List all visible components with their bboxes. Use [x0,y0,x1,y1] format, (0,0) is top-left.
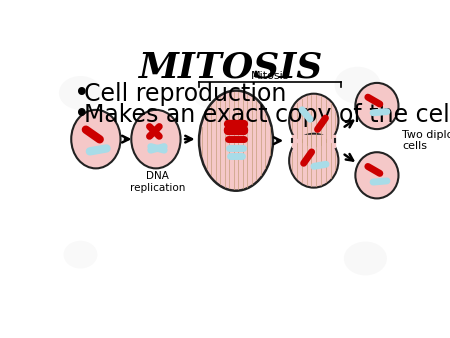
Ellipse shape [289,134,338,188]
Ellipse shape [63,241,97,268]
Text: •: • [74,102,90,128]
Ellipse shape [289,94,338,148]
Ellipse shape [199,91,273,191]
Ellipse shape [59,76,102,110]
Text: Cell reproduction: Cell reproduction [84,82,286,106]
Ellipse shape [344,242,387,275]
Ellipse shape [356,83,399,129]
Text: Mitosis: Mitosis [251,71,289,80]
Ellipse shape [131,110,180,168]
Ellipse shape [334,67,381,104]
Text: Two diploid
cells: Two diploid cells [402,130,450,151]
Ellipse shape [71,110,121,168]
Text: •: • [74,81,90,107]
Text: MITOSIS: MITOSIS [139,51,323,84]
Ellipse shape [356,152,399,198]
Ellipse shape [192,77,230,108]
Text: DNA
replication: DNA replication [130,171,185,193]
Polygon shape [292,135,335,147]
Text: Makes an exact copy of the cell: Makes an exact copy of the cell [84,103,450,127]
